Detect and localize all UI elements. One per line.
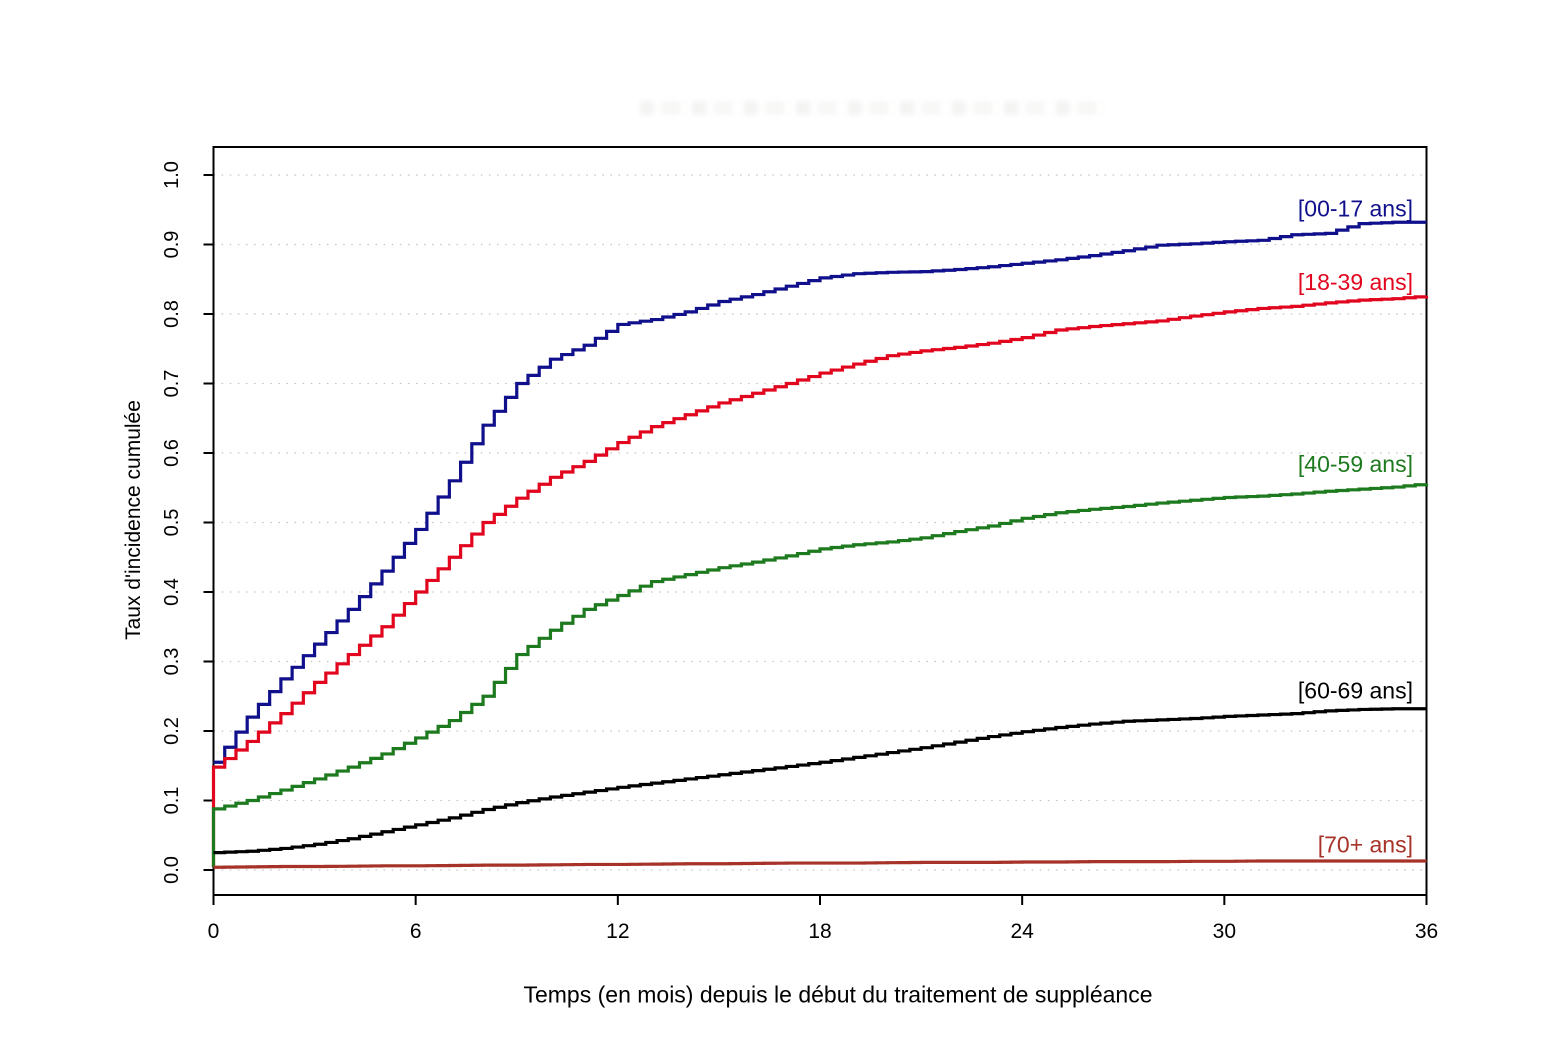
series-line-70+-ans xyxy=(213,859,1427,869)
x-tick-label: 24 xyxy=(1010,920,1034,943)
x-axis-title: Temps (en mois) depuis le début du trait… xyxy=(523,981,1153,1008)
series-line-18-39-ans xyxy=(211,295,1429,868)
series-label-00-17-ans: [00-17 ans] xyxy=(1298,195,1413,221)
y-tick-label: 0.5 xyxy=(161,509,183,537)
plot-box xyxy=(212,146,1428,896)
y-axis-title: Taux d'incidence cumulée xyxy=(122,400,145,640)
x-tick-label: 0 xyxy=(208,920,220,943)
y-tick-label: 1.0 xyxy=(161,161,183,189)
y-tick-label: 0.7 xyxy=(161,370,183,398)
x-tick-label: 18 xyxy=(808,920,831,943)
x-tick-label: 6 xyxy=(410,920,422,943)
series-line-60-69-ans xyxy=(213,707,1427,855)
series-line-40-59-ans xyxy=(211,483,1429,868)
faded-title-remnant xyxy=(640,101,1108,115)
y-tick-label: 0.4 xyxy=(161,578,183,606)
x-tick-label: 12 xyxy=(606,920,629,943)
series-label-40-59-ans: [40-59 ans] xyxy=(1298,451,1413,477)
y-tick-label: 0.9 xyxy=(161,231,183,259)
y-tick-label: 0.2 xyxy=(161,717,183,745)
y-tick-label: 0.6 xyxy=(161,439,183,467)
series-label-70+-ans: [70+ ans] xyxy=(1318,831,1413,857)
x-tick-label: 36 xyxy=(1415,920,1438,943)
series-label-18-39-ans: [18-39 ans] xyxy=(1298,269,1413,295)
series-label-60-69-ans: [60-69 ans] xyxy=(1298,678,1413,704)
y-tick-label: 0.8 xyxy=(161,300,183,328)
series-line-00-17-ans xyxy=(213,220,1427,764)
y-tick-label: 0.0 xyxy=(161,856,183,884)
y-tick-label: 0.3 xyxy=(161,648,183,676)
y-tick-label: 0.1 xyxy=(161,787,183,815)
x-tick-label: 30 xyxy=(1213,920,1236,943)
